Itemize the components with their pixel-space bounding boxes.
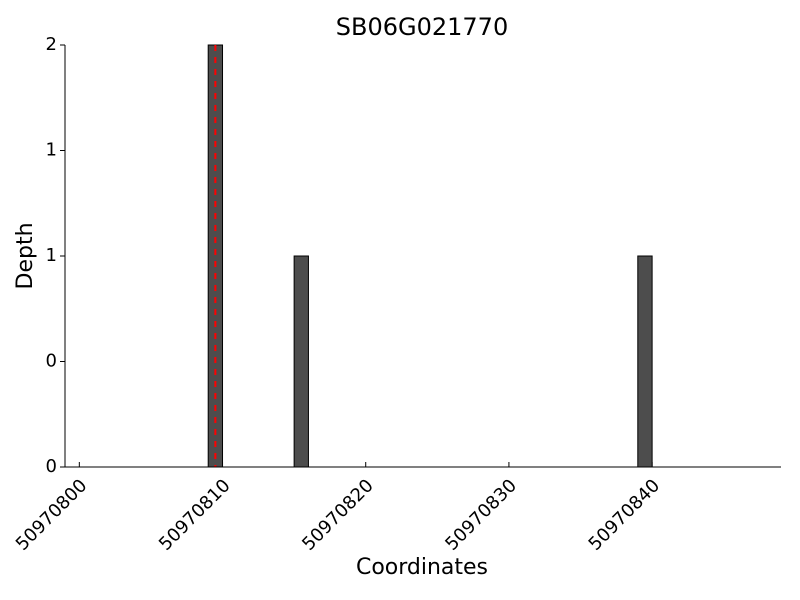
y-tick-label: 1 <box>46 245 57 266</box>
y-axis-label: Depth <box>13 222 38 289</box>
y-tick-label: 0 <box>46 351 57 372</box>
y-tick-label: 0 <box>46 456 57 477</box>
y-tick-label: 1 <box>46 140 57 161</box>
bar <box>637 255 653 468</box>
x-tick-label: 50970800 <box>12 475 92 555</box>
x-tick-label: 50970830 <box>441 475 521 555</box>
y-tick-label: 2 <box>46 34 57 55</box>
x-tick-label: 50970810 <box>155 475 235 555</box>
x-tick-label: 50970820 <box>298 475 378 555</box>
chart-title: SB06G021770 <box>336 13 508 41</box>
x-axis-label: Coordinates <box>356 555 488 580</box>
x-tick-label: 50970840 <box>585 475 665 555</box>
bar <box>293 255 309 468</box>
